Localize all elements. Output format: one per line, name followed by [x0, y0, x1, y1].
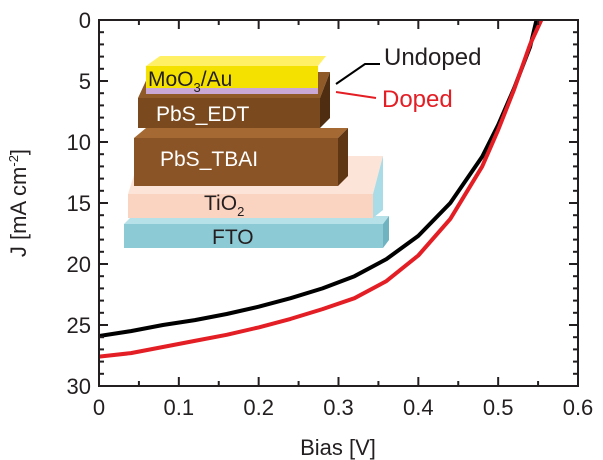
y-tick-label: 15 [67, 191, 91, 216]
layer-fto [124, 216, 389, 248]
legend-label-doped: Doped [382, 86, 453, 113]
moo3-suffix: /Au [201, 68, 233, 91]
legend-label-undoped: Undoped [384, 44, 481, 71]
x-tick-label: 0.3 [323, 395, 354, 420]
x-tick-label: 0.6 [563, 395, 594, 420]
x-tick-label: 0 [93, 395, 105, 420]
legend-pointer-doped [335, 91, 377, 99]
x-tick-label: 0.2 [243, 395, 274, 420]
series-line-doped [99, 20, 544, 359]
layer-label-fto: FTO [212, 226, 254, 249]
ylabel-main: J [mA cm [6, 167, 31, 257]
x-tick-label: 0.4 [403, 395, 434, 420]
legend: Undoped Doped [335, 44, 481, 113]
tio2-sub: 2 [237, 204, 244, 219]
moo3-sub: 3 [194, 80, 201, 95]
x-tick-label: 0.1 [164, 395, 195, 420]
layer-label-tio2: TiO2 [204, 192, 244, 219]
device-stack-inset: MoO3/Au PbS_EDT PbS_TBAI TiO2 FTO [124, 56, 389, 249]
layer-label-pbs-tbai: PbS_TBAI [160, 148, 258, 171]
y-tick-label: 5 [79, 69, 91, 94]
y-tick-label: 25 [67, 313, 91, 338]
x-axis-title: Bias [V] [300, 435, 376, 460]
y-axis-title: J [mA cm-2] [6, 149, 31, 257]
x-tick-label: 0.5 [483, 395, 514, 420]
y-tick-label: 0 [79, 8, 91, 33]
layer-pbs-tbai [134, 128, 348, 186]
legend-pointer-undoped [335, 63, 380, 85]
y-tick-label: 30 [67, 374, 91, 399]
tio2-main: TiO [204, 192, 237, 215]
layer-label-moo3: MoO3/Au [148, 68, 232, 95]
moo3-main: MoO [148, 68, 194, 91]
ylabel-end: ] [6, 149, 31, 155]
y-tick-label: 10 [67, 130, 91, 155]
y-tick-label: 20 [67, 252, 91, 277]
layer-label-pbs-edt: PbS_EDT [156, 103, 250, 126]
layer-moo3-au [146, 56, 326, 94]
axis-ticks: 0 0.1 0.2 0.3 0.4 0.5 0.6 0 5 10 15 20 25 30 [67, 8, 594, 420]
series-curves [99, 20, 544, 359]
ylabel-sup: -2 [6, 155, 21, 167]
